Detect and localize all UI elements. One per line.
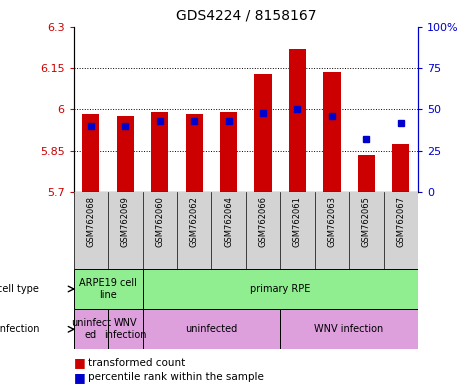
Text: GSM762066: GSM762066 <box>258 196 267 247</box>
Bar <box>142 269 418 309</box>
Bar <box>74 269 142 309</box>
Text: transformed count: transformed count <box>88 358 185 368</box>
Text: GSM762062: GSM762062 <box>190 196 199 247</box>
Text: uninfect
ed: uninfect ed <box>71 318 111 340</box>
Text: cell type: cell type <box>0 284 39 294</box>
Text: ■: ■ <box>74 371 86 384</box>
Text: GSM762068: GSM762068 <box>86 196 95 247</box>
Text: ■: ■ <box>74 356 86 369</box>
Bar <box>289 49 306 192</box>
Bar <box>186 114 203 192</box>
Bar <box>151 112 168 192</box>
Text: percentile rank within the sample: percentile rank within the sample <box>88 372 264 382</box>
Bar <box>82 114 99 192</box>
Bar <box>358 155 375 192</box>
Text: GSM762065: GSM762065 <box>362 196 371 247</box>
Text: GSM762069: GSM762069 <box>121 196 130 247</box>
Text: GSM762061: GSM762061 <box>293 196 302 247</box>
Bar <box>220 112 237 192</box>
Text: GSM762067: GSM762067 <box>396 196 405 247</box>
Text: WNV infection: WNV infection <box>314 324 384 334</box>
Text: WNV
infection: WNV infection <box>104 318 146 340</box>
Bar <box>117 116 134 192</box>
Bar <box>280 309 418 349</box>
Text: GSM762063: GSM762063 <box>327 196 336 247</box>
Bar <box>74 309 108 349</box>
Text: GSM762064: GSM762064 <box>224 196 233 247</box>
Text: uninfected: uninfected <box>185 324 238 334</box>
Bar <box>108 309 142 349</box>
Text: GSM762060: GSM762060 <box>155 196 164 247</box>
Text: ARPE19 cell
line: ARPE19 cell line <box>79 278 137 300</box>
Bar <box>392 144 409 192</box>
Text: primary RPE: primary RPE <box>250 284 311 294</box>
Bar <box>142 309 280 349</box>
Text: infection: infection <box>0 324 39 334</box>
Bar <box>255 74 272 192</box>
Title: GDS4224 / 8158167: GDS4224 / 8158167 <box>176 9 316 23</box>
Bar <box>323 72 341 192</box>
